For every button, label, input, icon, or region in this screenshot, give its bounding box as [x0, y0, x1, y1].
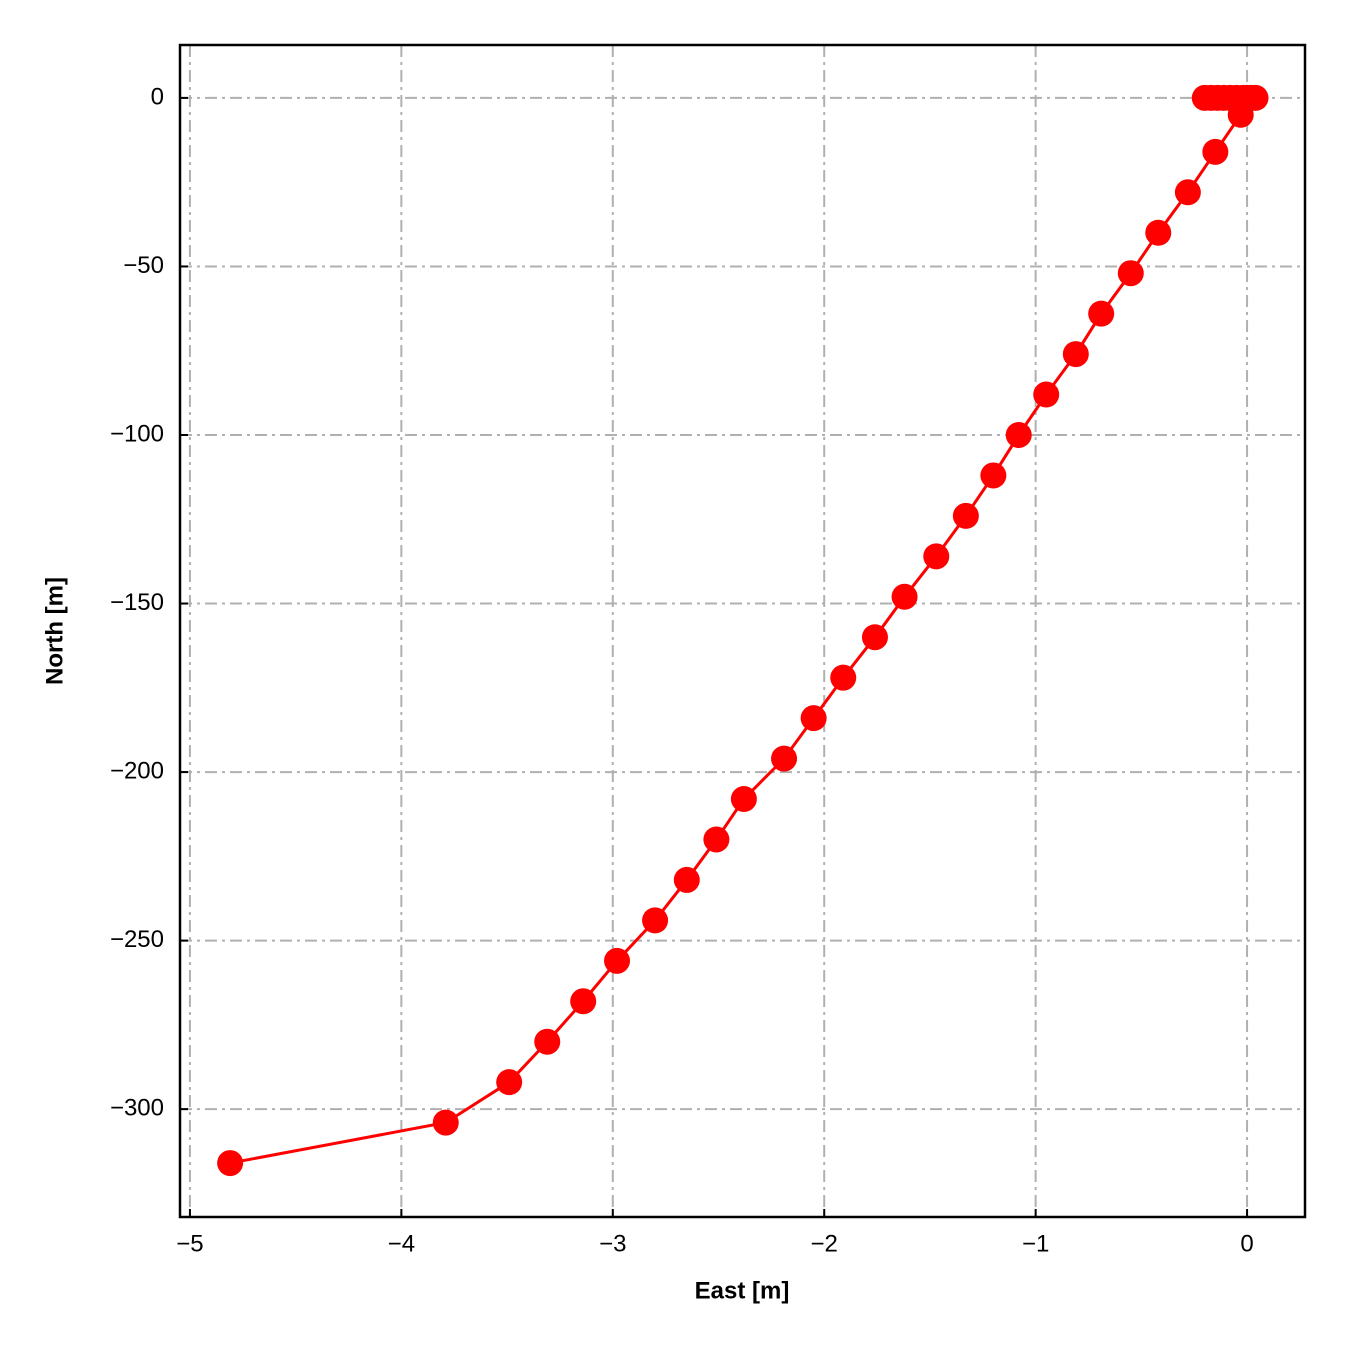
marker: [1174, 179, 1201, 206]
marker: [1202, 138, 1229, 165]
y-tick-label: −250: [110, 926, 164, 953]
marker: [1191, 84, 1218, 111]
y-tick-label: −150: [110, 589, 164, 616]
marker: [432, 1109, 459, 1136]
marker: [1088, 300, 1115, 327]
marker: [771, 745, 798, 772]
line: [229, 96, 1256, 1165]
y-tick-label: −200: [110, 757, 164, 784]
marker: [1145, 219, 1172, 246]
marker: [496, 1069, 523, 1096]
marker: [891, 583, 918, 610]
x-tick-label: 0: [1240, 1230, 1253, 1257]
marker: [730, 786, 757, 813]
x-tick-label: −4: [388, 1230, 415, 1257]
marker: [604, 947, 631, 974]
x-tick-label: −1: [1022, 1230, 1049, 1257]
marker: [1227, 101, 1254, 128]
y-tick-label: −300: [110, 1094, 164, 1121]
x-tick-label: −5: [176, 1230, 203, 1257]
marker: [703, 826, 730, 853]
marker: [673, 866, 700, 893]
y-tick-label: 0: [151, 83, 164, 110]
y-tick-label: −50: [123, 252, 164, 279]
x-axis-label: East [m]: [695, 1277, 790, 1304]
plot-frame: [178, 43, 1307, 1219]
marker: [217, 1150, 244, 1177]
x-tick-label: −3: [599, 1230, 626, 1257]
marker: [642, 907, 669, 934]
marker: [1062, 341, 1089, 368]
marker: [1005, 421, 1032, 448]
marker: [800, 705, 827, 732]
y-tick-label: −100: [110, 420, 164, 447]
marker: [980, 462, 1007, 489]
marker: [861, 624, 888, 651]
marker: [1033, 381, 1060, 408]
y-axis-label: North [m]: [41, 577, 68, 685]
marker: [923, 543, 950, 570]
x-tick-label: −2: [811, 1230, 838, 1257]
marker: [830, 664, 857, 691]
marker: [534, 1028, 561, 1055]
marker: [1117, 260, 1144, 287]
marker: [952, 502, 979, 529]
marker: [570, 988, 597, 1015]
